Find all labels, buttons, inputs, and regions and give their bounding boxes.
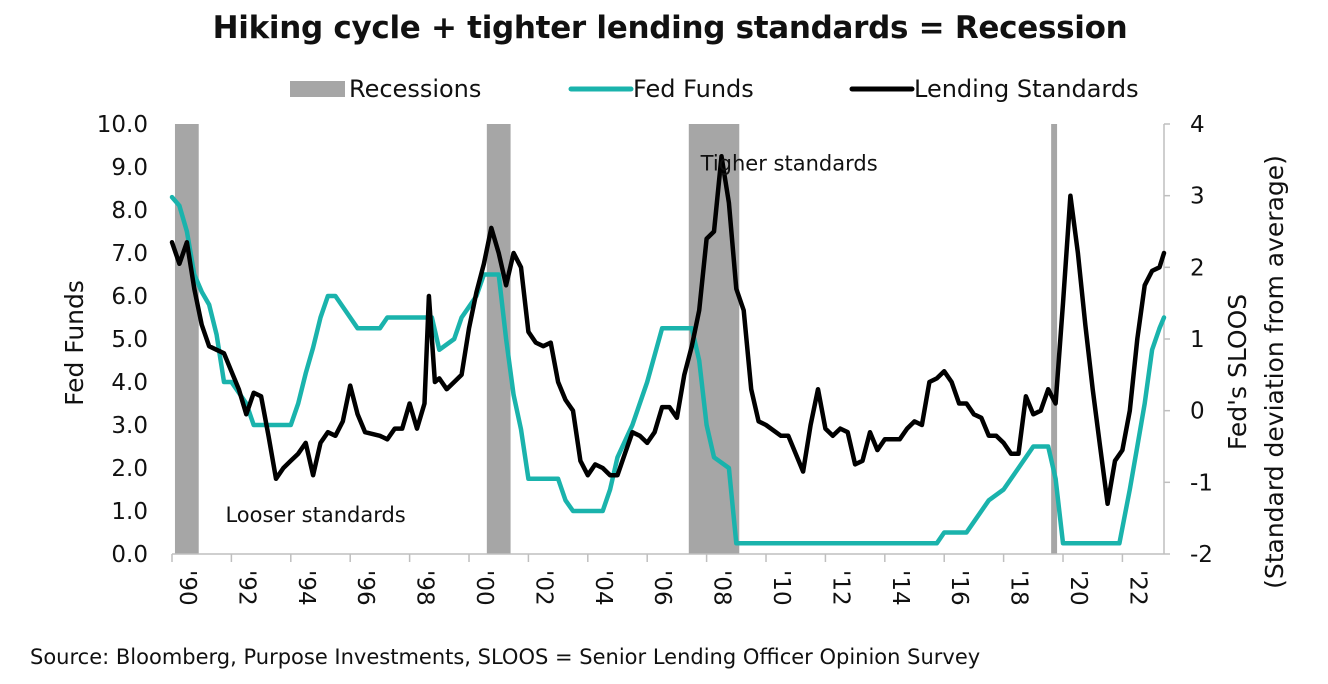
x-tick-label: '14 [887, 570, 913, 606]
annotations: Tigher standards Looser standards [225, 152, 877, 527]
x-tick-label: '20 [1065, 570, 1091, 606]
lending-standards-line [169, 154, 1167, 507]
chart-title: Hiking cycle + tighter lending standards… [212, 10, 1128, 46]
x-tick-label: '94 [293, 570, 319, 606]
y-left-tick-label: 4.0 [111, 370, 148, 396]
x-tick-label: '02 [530, 570, 556, 606]
x-tick-label: '98 [412, 570, 438, 606]
y-right-tick-label: -1 [1190, 470, 1213, 496]
y-left-tick-label: 10.0 [97, 112, 148, 138]
x-tick-label: '22 [1124, 570, 1150, 606]
annotation-1: Tigher standards [700, 152, 878, 176]
y-right-tick-label: 2 [1190, 255, 1205, 281]
legend-label-fed-funds: Fed Funds [633, 75, 754, 103]
axes: 0.0 1.0 2.0 3.0 4.0 5.0 6.0 7.0 8.0 9.0 10.0 -2 -1 0 1… [60, 112, 1289, 606]
x-tick-label: '18 [1006, 570, 1032, 606]
x-tick-label: '90 [174, 570, 200, 606]
x-tick-label: '92 [233, 570, 259, 606]
annotation-2: Looser standards [225, 503, 405, 527]
y-left-tick-label: 1.0 [111, 499, 148, 525]
recession-shading [174, 124, 1058, 554]
y-right-axis-title-line1: Fed's SLOOS [1223, 294, 1252, 450]
x-tick-label: '04 [590, 570, 616, 606]
y-right-tick-label: -2 [1190, 542, 1213, 568]
recession-bar-1 [174, 124, 199, 554]
x-tick-label: '12 [827, 570, 853, 606]
legend-swatch-recessions [290, 81, 345, 97]
y-right-tick-label: 3 [1190, 184, 1205, 210]
chart-canvas: Recessions Fed Funds Lending Standards 0.0… [60, 75, 1289, 606]
y-left-tick-label: 0.0 [111, 542, 148, 568]
y-right-axis-title-line2: (Standard deviation from average) [1260, 155, 1289, 589]
y-left-tick-label: 5.0 [111, 327, 148, 353]
legend-label-recessions: Recessions [349, 75, 481, 103]
y-left-tick-label: 7.0 [111, 241, 148, 267]
y-right-tick-label: 4 [1190, 112, 1205, 138]
y-left-tick-label: 9.0 [111, 155, 148, 181]
fed-funds-line [169, 194, 1167, 546]
legend: Recessions Fed Funds Lending Standards [290, 75, 1139, 103]
recession-bar-4 [1051, 124, 1058, 554]
y-left-tick-label: 8.0 [111, 198, 148, 224]
y-left-tick-label: 6.0 [111, 284, 148, 310]
legend-label-lending-standards: Lending Standards [914, 75, 1139, 103]
source-note: Source: Bloomberg, Purpose Investments, … [30, 645, 981, 669]
y-right-tick-label: 1 [1190, 327, 1205, 353]
y-left-tick-label: 2.0 [111, 456, 148, 482]
x-tick-label: '06 [649, 570, 675, 606]
y-right-tick-label: 0 [1190, 399, 1205, 425]
series-lines [169, 154, 1167, 546]
y-left-tick-label: 3.0 [111, 413, 148, 439]
y-left-axis-title: Fed Funds [60, 280, 89, 406]
x-tick-label: '10 [768, 570, 794, 606]
x-tick-label: '00 [471, 570, 497, 606]
x-tick-label: '08 [709, 570, 735, 606]
x-tick-label: '16 [946, 570, 972, 606]
x-tick-label: '96 [352, 570, 378, 606]
